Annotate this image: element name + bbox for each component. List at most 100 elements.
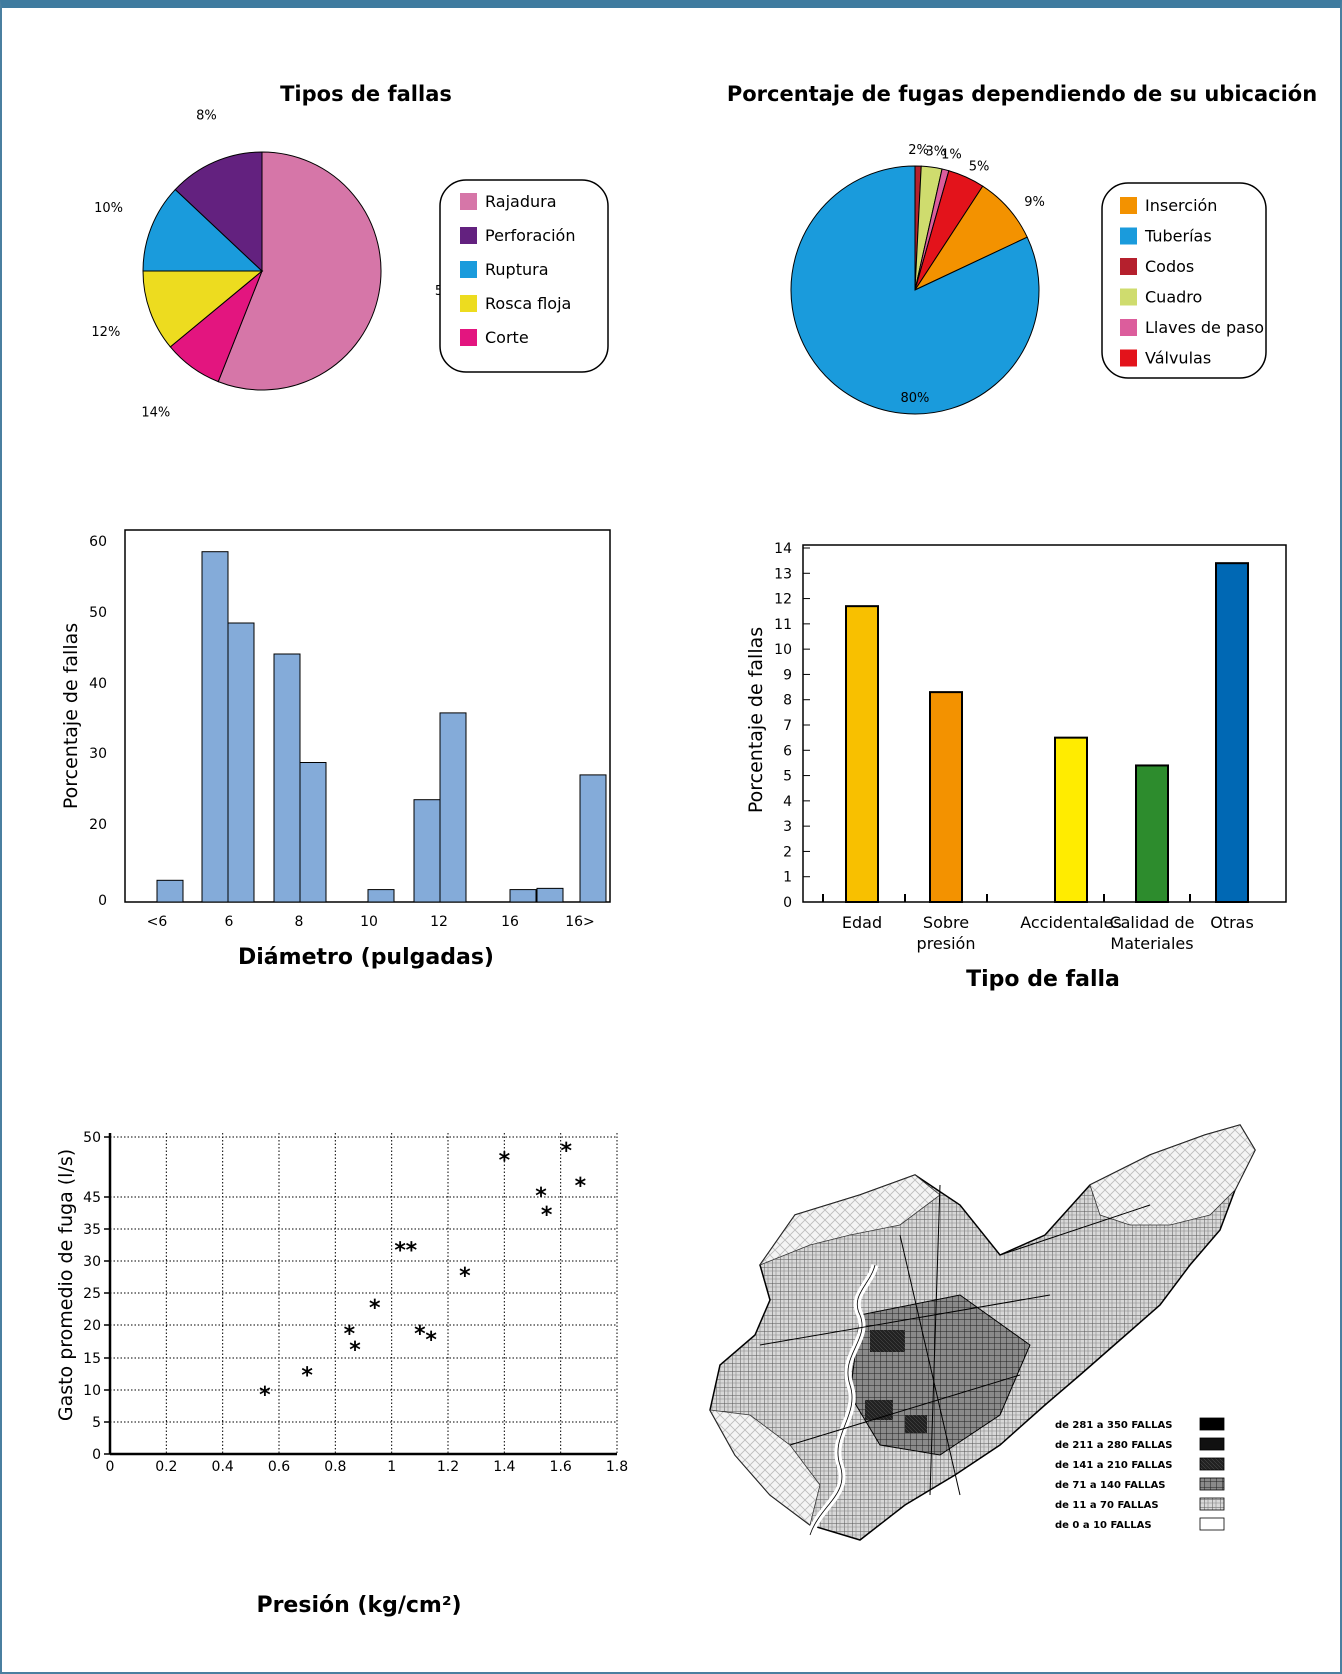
scatter-point: * <box>535 1184 547 1209</box>
bar1-bar <box>367 889 395 903</box>
scatter-ytick-label: 15 <box>83 1351 101 1367</box>
scatter-ytick-label: 5 <box>92 1415 101 1431</box>
pie2-pct-label: 3% <box>926 144 947 159</box>
scatter-ytick-label: 35 <box>83 1222 101 1238</box>
map-legend-swatch <box>1199 1457 1225 1471</box>
bar2-bar <box>1054 736 1088 904</box>
pie1-legend-label: Corte <box>485 328 529 347</box>
scatter-xtick-label: 1.8 <box>606 1459 628 1475</box>
pie2-legend-label: Codos <box>1145 257 1194 276</box>
bar1-ytick-label: 0 <box>98 893 107 909</box>
pie2-legend-swatch <box>1120 197 1137 214</box>
pie2-legend-swatch <box>1120 258 1137 275</box>
bar1-bar <box>227 622 255 903</box>
map-legend-label: de 281 a 350 FALLAS <box>1055 1420 1172 1431</box>
pie2-pct-label: 5% <box>969 160 990 175</box>
bar2-ytick-label: 13 <box>774 566 792 582</box>
pie1-legend-label: Ruptura <box>485 260 549 279</box>
pie2-pct-label: 1% <box>941 147 962 162</box>
pie1-legend-swatch <box>460 329 477 346</box>
map-outskirts-west <box>758 1174 941 1266</box>
bar1-xtick-label: 6 <box>225 914 234 930</box>
scatter-point: * <box>394 1238 406 1263</box>
pie2-slice <box>790 165 1040 415</box>
map-legend-swatch <box>1199 1497 1225 1511</box>
scatter-xtick-label: 1.4 <box>493 1459 515 1475</box>
bar1-bar <box>413 799 441 903</box>
scatter-xtick-label: 0.2 <box>155 1459 177 1475</box>
bar2-xtick-label: Accidentales <box>1020 913 1122 932</box>
bar1-bar <box>439 712 467 903</box>
scatter-xtick-label: 1.2 <box>437 1459 459 1475</box>
pie1-legend-label: Rajadura <box>485 192 557 211</box>
pie2-legend-swatch <box>1120 227 1137 245</box>
pie1-title: Tipos de fallas <box>280 82 452 106</box>
bar1-xtick-label: 12 <box>430 914 448 930</box>
pie2-legend-swatch <box>1120 319 1137 336</box>
scatter-point: * <box>561 1139 573 1164</box>
pie1-legend-swatch <box>460 261 477 278</box>
bar2-bar <box>845 605 879 904</box>
map-hotspot-3 <box>905 1415 927 1433</box>
scatter-xtick-label: 0.8 <box>324 1459 346 1475</box>
pie2-chart: 2%3%1% 5% 9% 80% <box>790 143 1045 415</box>
pie1-slice <box>174 151 263 273</box>
bar1-bar <box>299 762 327 903</box>
bar2-bar <box>1215 562 1249 904</box>
bar2-xtick-label: Calidad de <box>1109 913 1194 932</box>
bar1-bar <box>579 774 607 903</box>
map-legend-swatch <box>1199 1437 1225 1451</box>
pie1-pct-label: 12% <box>91 325 120 340</box>
bar2-bar <box>1135 764 1169 904</box>
scatter-ytick-label: 50 <box>83 1130 101 1146</box>
pie2-legend-label: Inserción <box>1145 196 1217 215</box>
pie2-legend-box <box>1101 182 1267 379</box>
map-legend-label: de 211 a 280 FALLAS <box>1055 1440 1172 1451</box>
pie2-legend-swatch <box>1120 288 1137 306</box>
pie2-legend-swatch <box>1120 349 1137 367</box>
scatter-point: * <box>259 1383 271 1408</box>
bar2-xtick-label: Edad <box>842 913 882 932</box>
city-map-image: de 281 a 350 FALLAS de 211 a 280 FALLAS de… <box>709 1124 1256 1541</box>
pie1-legend-box <box>439 179 609 373</box>
scatter-xtick-label: 1 <box>387 1459 396 1475</box>
bar1-xtick-label: <6 <box>147 914 168 930</box>
pie1-slice <box>142 270 264 348</box>
bar2-ytick-label: 14 <box>774 541 792 557</box>
scatter-point: * <box>499 1148 511 1173</box>
scatter-xtick-label: 0 <box>106 1459 115 1475</box>
scatter-ytick-label: 0 <box>92 1447 101 1463</box>
pie1-legend-swatch <box>460 227 477 244</box>
map-legend-label: de 0 a 10 FALLAS <box>1055 1520 1152 1531</box>
scatter-xtick-label: 0.6 <box>268 1459 290 1475</box>
map-hotspot-2 <box>865 1400 893 1420</box>
scatter-point: * <box>406 1238 418 1263</box>
scatter-ytick-label: 30 <box>83 1254 101 1270</box>
bar2-xtick-label: Otras <box>1210 913 1254 932</box>
bar1-ytick-label: 40 <box>89 676 107 692</box>
bar1-xtick-label: 10 <box>360 914 378 930</box>
map-legend-swatch <box>1199 1517 1225 1531</box>
pie1-chart: 56%14%12%10%8% <box>91 108 463 420</box>
pie1-legend-label: Perforación <box>485 226 575 245</box>
pie2-legend-label: Llaves de paso <box>1145 318 1264 337</box>
map-legend-swatch <box>1199 1477 1225 1491</box>
bar2-ytick-label: 8 <box>783 693 792 709</box>
bar1-plot-frame <box>124 529 611 903</box>
pie2-title: Porcentaje de fugas dependiendo de su ub… <box>727 82 1317 106</box>
bar2-ytick-label: 5 <box>783 769 792 785</box>
map-outskirts-north <box>1089 1124 1256 1226</box>
pie1-legend-swatch <box>460 295 477 312</box>
bar1-xtick-label: 16 <box>501 914 519 930</box>
map-roads <box>759 1184 1151 1496</box>
bar2-ytick-label: 11 <box>774 617 792 633</box>
bar1-ytick-label: 30 <box>89 746 107 762</box>
scatter-point: * <box>301 1364 313 1389</box>
scatter-ytick-label: 25 <box>83 1286 101 1302</box>
pie1-slice <box>217 151 382 391</box>
pie1-pct-label: 10% <box>94 201 123 216</box>
scatter-xtick-label: 1.6 <box>550 1459 572 1475</box>
pie2-legend: Inserción Tuberías Codos Cuadro Llaves de pa… <box>1120 196 1264 368</box>
